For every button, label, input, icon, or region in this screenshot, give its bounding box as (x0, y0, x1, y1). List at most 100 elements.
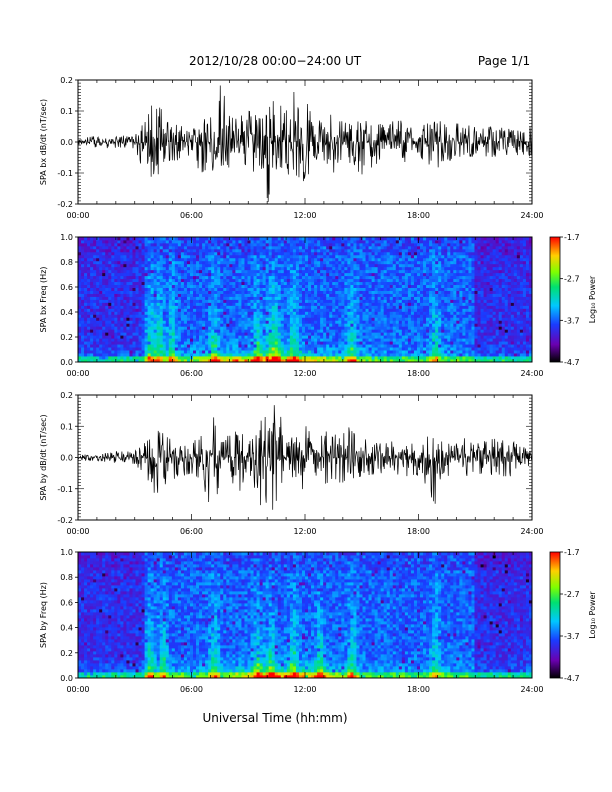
spectrogram-cell (380, 332, 385, 336)
spectrogram-cell (171, 287, 176, 291)
spectrogram-cell (81, 269, 85, 274)
spectrogram-cell (301, 320, 306, 324)
spectrogram-cell (202, 284, 206, 288)
spectrogram-cell (214, 338, 218, 342)
spectrogram-cell (338, 287, 342, 291)
spectrogram-cell (162, 266, 167, 271)
spectrogram-cell (401, 242, 406, 247)
spectrogram-cell (87, 326, 91, 330)
spectrogram-cell (129, 305, 133, 309)
spectrogram-cell (356, 269, 360, 274)
spectrogram-cell (114, 308, 118, 312)
spectrogram-cell (271, 356, 276, 360)
spectrogram-cell (253, 266, 257, 271)
spectrogram-cell (174, 347, 179, 351)
spectrogram-cell (111, 311, 115, 315)
spectrogram-cell (380, 347, 385, 351)
spectrogram-cell (99, 296, 103, 300)
spectrogram-cell (271, 251, 276, 256)
spectrogram-cell (193, 269, 197, 274)
spectrogram-cell (244, 251, 248, 256)
spectrogram-cell (377, 278, 382, 283)
spectrogram-cell (174, 287, 179, 291)
spectrogram-cell (174, 281, 179, 286)
spectrogram-cell (317, 320, 321, 324)
spectrogram-cell (93, 272, 97, 277)
spectrogram-cell (317, 269, 321, 274)
spectrogram-cell (256, 242, 260, 247)
spectrogram-cell (317, 242, 321, 247)
spectrogram-cell (168, 323, 173, 327)
spectrogram-cell (102, 275, 106, 280)
spectrogram-cell (208, 287, 212, 291)
spectrogram-cell (244, 293, 248, 297)
spectrogram-cell (205, 293, 209, 297)
spectrogram-cell (177, 266, 182, 271)
spectrogram-cell (292, 317, 297, 321)
spectrogram-cell (129, 320, 133, 324)
spectrogram-cell (196, 278, 200, 283)
spectrogram-cell (144, 293, 149, 297)
spectrogram-cell (265, 245, 270, 250)
spectrogram-cell (368, 260, 372, 265)
spectrogram-cell (165, 344, 170, 348)
spectrogram-cell (205, 320, 209, 324)
spectrogram-cell (338, 275, 342, 280)
spectrogram-cell (244, 314, 248, 318)
spectrogram-cell (229, 341, 233, 345)
spectrogram-cell (268, 278, 273, 283)
spectrogram-cell (392, 281, 397, 286)
spectrogram-cell (132, 269, 136, 274)
spectrogram-cell (262, 353, 267, 357)
spectrogram-cell (153, 305, 158, 309)
spectrogram-cell (289, 245, 294, 250)
spectrogram-cell (99, 237, 103, 241)
spectrogram-cell (108, 323, 112, 327)
spectrogram-cell (229, 326, 233, 330)
spectrogram-cell (238, 308, 242, 312)
spectrogram-cell (347, 251, 351, 256)
spectrogram-cell (389, 314, 394, 318)
spectrogram-cell (362, 275, 366, 280)
spectrogram-cell (168, 332, 173, 336)
spectrogram-cell (350, 257, 354, 262)
spectrogram-cell (208, 341, 212, 345)
spectrogram-cell (271, 326, 276, 330)
spectrogram-cell (102, 326, 106, 330)
spectrogram-cell (241, 248, 245, 253)
spectrogram-cell (262, 290, 267, 294)
spectrogram-cell (144, 326, 149, 330)
spectrogram-cell (289, 302, 294, 306)
spectrogram-cell (286, 329, 291, 333)
spectrogram-cell (199, 278, 203, 283)
spectrogram-cell (123, 242, 127, 247)
spectrogram-cell (423, 272, 427, 277)
spectrogram-cell (159, 242, 164, 247)
spectrogram-cell (359, 302, 363, 306)
spectrogram-cell (186, 347, 191, 351)
spectrogram-cell (253, 293, 257, 297)
spectrogram-cell (168, 308, 173, 312)
spectrogram-cell (114, 290, 118, 294)
spectrogram-cell (353, 341, 357, 345)
spectrogram-cell (253, 287, 257, 291)
spectrogram-cell (186, 290, 191, 294)
spectrogram-cell (111, 353, 115, 357)
spectrogram-cell (199, 359, 203, 363)
spectrogram-cell (401, 257, 406, 262)
spectrogram-cell (138, 275, 142, 280)
spectrogram-cell (347, 254, 351, 259)
spectrogram-cell (165, 254, 170, 259)
spectrogram-cell (165, 275, 170, 280)
spectrogram-cell (132, 311, 136, 315)
spectrogram-cell (226, 260, 230, 265)
spectrogram-cell (250, 317, 254, 321)
spectrogram-cell (335, 338, 339, 342)
spectrogram-cell (335, 257, 339, 262)
spectrogram-cell (359, 239, 363, 244)
spectrogram-cell (238, 237, 242, 241)
spectrogram-cell (84, 341, 88, 345)
spectrogram-cell (126, 266, 130, 271)
spectrogram-cell (205, 296, 209, 300)
spectrogram-cell (368, 293, 372, 297)
